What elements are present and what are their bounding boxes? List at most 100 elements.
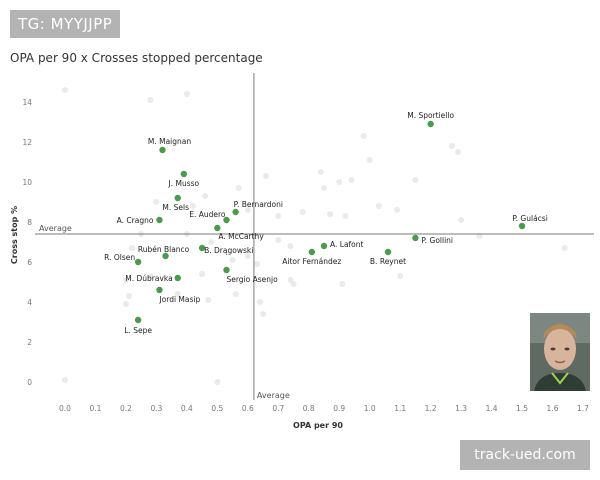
background-point — [342, 213, 349, 219]
background-point — [122, 277, 129, 283]
chart-title: OPA per 90 x Crosses stopped percentage — [10, 51, 263, 65]
x-tick-label: 0.6 — [242, 404, 254, 413]
point-label: Jordi Masip — [158, 295, 200, 304]
y-tick-label: 12 — [22, 138, 32, 147]
highlighted-point — [320, 242, 328, 250]
axis-layer: 0.0 0.1 0.2 0.3 0.4 0.5 0.6 0.7 0.8 0.9 1.0 1.1 1.2 1… — [10, 98, 589, 430]
background-point — [214, 379, 221, 385]
highlighted-point — [214, 224, 221, 232]
y-average-label: Average — [39, 224, 72, 233]
background-point — [260, 311, 267, 317]
highlighted-point — [223, 266, 230, 274]
highlighted-point — [156, 286, 163, 294]
background-point — [321, 185, 327, 191]
background-point — [348, 177, 355, 183]
background-point — [339, 281, 346, 287]
highlighted-point — [384, 248, 392, 256]
tag-label: TG: MYYJJPP — [10, 10, 121, 38]
highlighted-point — [427, 120, 434, 128]
background-point — [366, 157, 373, 163]
highlighted-point — [134, 316, 142, 324]
x-tick-label: 1.7 — [577, 404, 589, 413]
x-tick-label: 0.4 — [181, 404, 193, 413]
x-tick-label: 1.2 — [425, 404, 437, 413]
background-point — [244, 207, 251, 213]
point-label: Sergio Asenjo — [226, 275, 278, 284]
x-tick-label: 0.3 — [150, 404, 162, 413]
background-point — [375, 203, 382, 209]
x-average-label: Average — [257, 391, 290, 400]
background-point — [62, 87, 68, 93]
background-point — [62, 377, 68, 383]
highlighted-point — [308, 248, 316, 256]
y-axis-label: Cross stop % — [10, 206, 19, 264]
highlighted-point — [134, 258, 142, 266]
point-label: E. Audero — [189, 210, 226, 219]
y-tick-label: 0 — [27, 378, 32, 387]
point-label: P. Gollini — [421, 236, 453, 245]
background-point — [455, 149, 462, 155]
point-label: J. Musso — [168, 179, 200, 188]
y-tick-label: 8 — [27, 218, 32, 227]
background-point — [125, 293, 132, 299]
background-point — [253, 261, 260, 267]
highlighted-point — [162, 252, 169, 260]
background-point — [397, 273, 404, 279]
background-point — [458, 217, 465, 223]
y-tick-label: 4 — [27, 298, 32, 307]
player-photo — [530, 313, 590, 391]
background-point — [299, 209, 306, 215]
highlighted-point — [198, 244, 206, 252]
highlighted-point — [156, 216, 163, 224]
point-label: A. Lafont — [330, 240, 364, 249]
background-point — [174, 291, 181, 297]
point-label: L. Sepe — [124, 326, 152, 335]
x-tick-label: 0.5 — [211, 404, 223, 413]
point-label: M. Sels — [162, 203, 189, 212]
y-tick-label: 6 — [27, 258, 32, 267]
point-label: A. McCarthy — [218, 232, 264, 241]
background-point — [327, 211, 334, 217]
x-tick-label: 1.1 — [394, 404, 406, 413]
background-point — [394, 207, 401, 213]
background-points-layer — [62, 87, 568, 385]
x-tick-label: 1.5 — [516, 404, 528, 413]
y-tick-label: 2 — [27, 338, 32, 347]
highlighted-point — [174, 194, 181, 202]
background-point — [336, 179, 343, 185]
x-tick-label: 1.3 — [455, 404, 467, 413]
point-label: R. Olsen — [104, 253, 135, 262]
background-point — [244, 253, 251, 259]
point-label: M. Maignan — [148, 137, 191, 146]
x-tick-label: 0.2 — [120, 404, 132, 413]
highlighted-point — [412, 234, 419, 242]
x-tick-label: 0.0 — [59, 404, 71, 413]
background-point — [290, 281, 297, 287]
background-point — [448, 143, 455, 149]
highlighted-point — [180, 170, 188, 178]
background-point — [147, 273, 154, 279]
x-axis-label: OPA per 90 — [293, 421, 343, 430]
background-point — [412, 177, 419, 183]
point-label: Rubén Blanco — [138, 245, 190, 254]
background-point — [205, 297, 212, 303]
x-tick-label: 1.0 — [364, 404, 376, 413]
x-tick-label: 0.8 — [303, 404, 315, 413]
point-label: M. Sportiello — [407, 111, 454, 120]
background-point — [232, 291, 239, 297]
point-label: P. Bernardoni — [234, 200, 283, 209]
highlighted-point — [518, 222, 526, 230]
background-point — [208, 239, 215, 245]
background-point — [360, 133, 367, 139]
background-point — [263, 173, 270, 179]
watermark: track-ued.com — [460, 440, 590, 470]
point-label: Aitor Fernández — [282, 257, 341, 266]
background-point — [275, 237, 282, 243]
background-point — [199, 271, 206, 277]
y-tick-label: 14 — [22, 98, 32, 107]
reference-lines-layer: Average Average — [35, 73, 594, 400]
background-point — [317, 169, 324, 175]
x-tick-label: 0.9 — [333, 404, 345, 413]
x-tick-label: 0.7 — [272, 404, 284, 413]
